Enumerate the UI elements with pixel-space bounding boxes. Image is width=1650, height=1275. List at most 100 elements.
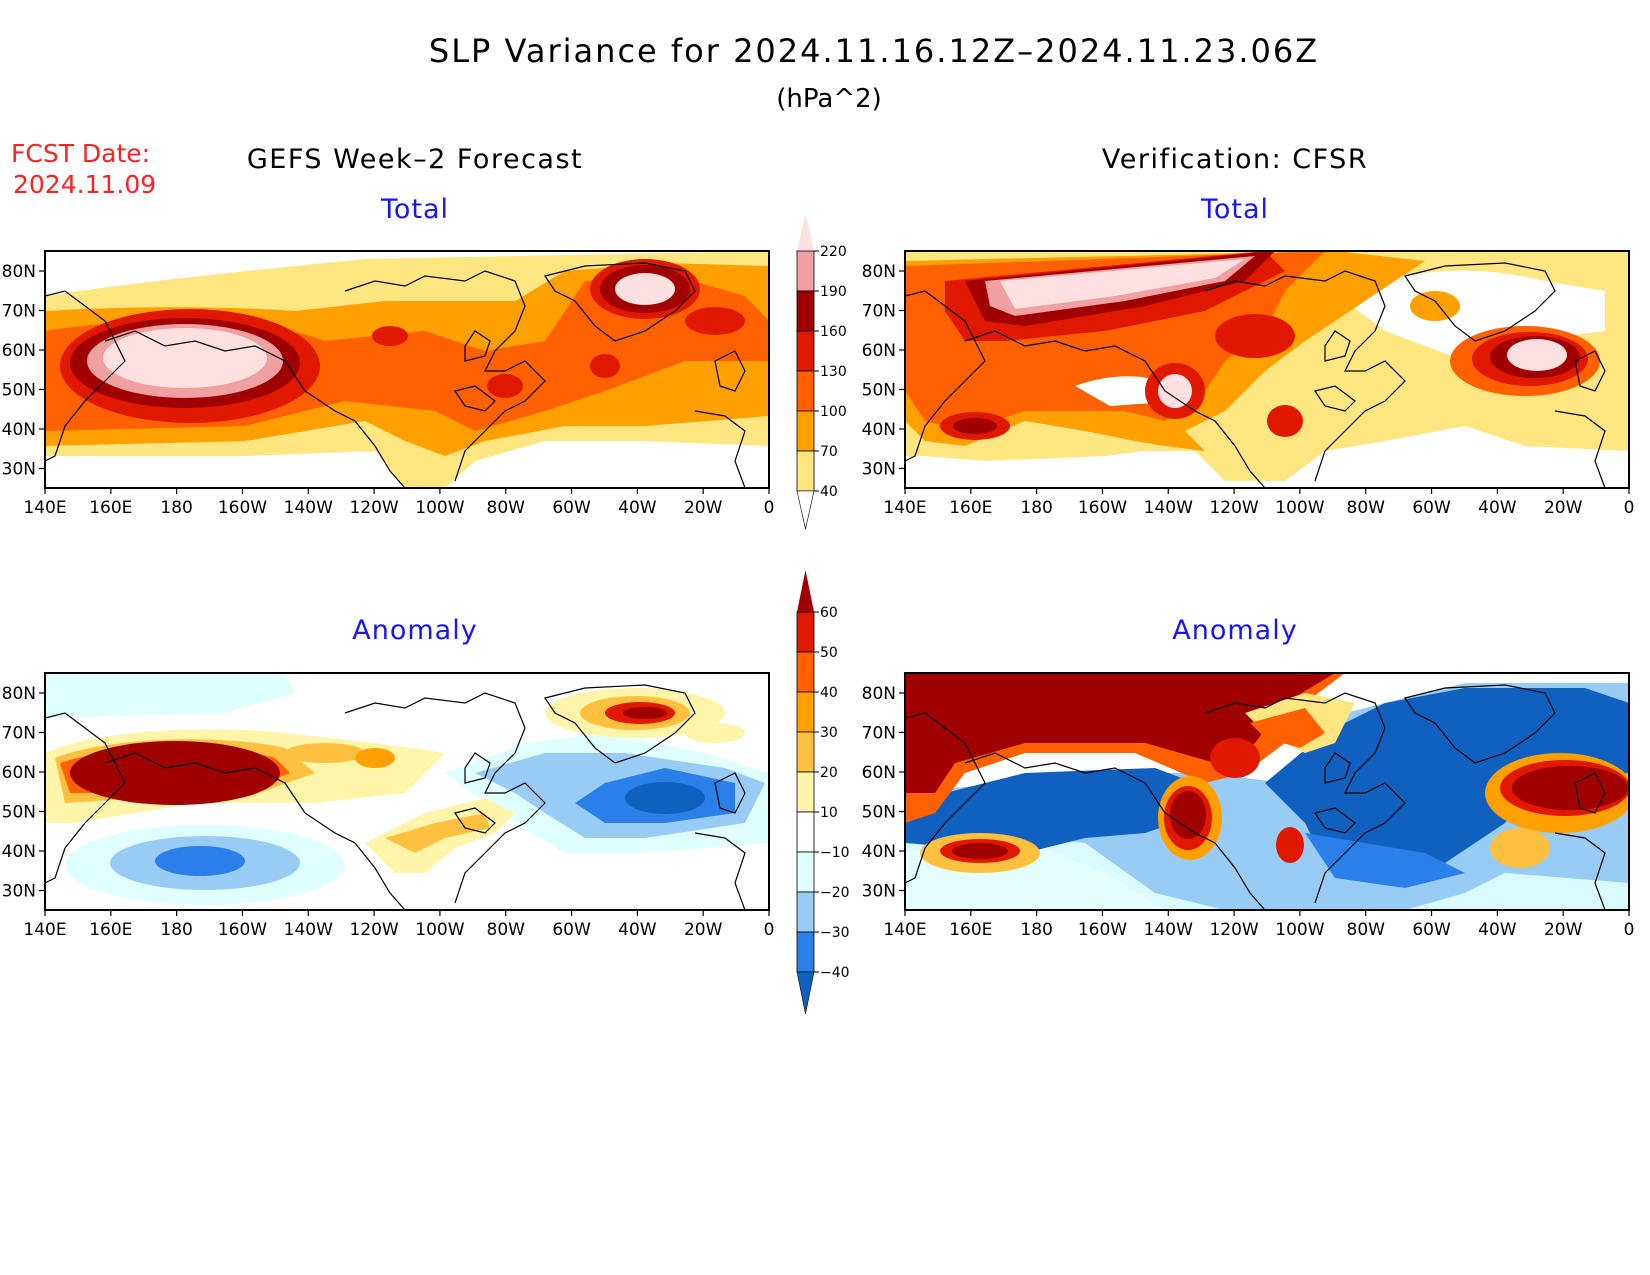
lon-tick-label: 180: [160, 498, 192, 518]
colorbar-label: 40: [820, 685, 838, 701]
lat-tick-label: 70N: [862, 724, 896, 744]
panel-title-forecast-total: Total: [380, 194, 449, 225]
lon-tick-label: 180: [1020, 920, 1052, 940]
forecast-column-header: GEFS Week–2 Forecast: [247, 144, 583, 175]
lat-tick-label: 60N: [2, 341, 36, 361]
colorbar-segment: [796, 370, 815, 412]
lon-tick-label: 140E: [883, 498, 926, 518]
lon-tick-label: 160W: [218, 498, 267, 518]
lon-tick-label: 100W: [1275, 920, 1324, 940]
lat-tick-label: 70N: [2, 302, 36, 322]
lon-tick-label: 40W: [1478, 920, 1517, 940]
fcst-date-label: FCST Date:: [11, 139, 150, 168]
lat-tick-label: 70N: [862, 302, 896, 322]
lon-tick-label: 120W: [1209, 920, 1258, 940]
colorbar-segment: [796, 731, 815, 773]
lon-tick-label: 40W: [1478, 498, 1517, 518]
lon-tick-label: 140E: [23, 920, 66, 940]
lon-tick-label: 60W: [552, 920, 591, 940]
lon-tick-label: 40W: [618, 920, 657, 940]
lon-tick-label: 120W: [349, 498, 398, 518]
lon-tick-label: 0: [1624, 498, 1635, 518]
lon-tick-label: 140W: [1144, 498, 1193, 518]
lon-tick-label: 80W: [487, 498, 526, 518]
lon-tick-label: 0: [764, 498, 775, 518]
map-forecast-total: [44, 250, 770, 489]
colorbar-segment: [796, 290, 815, 332]
colorbar-label: 60: [820, 605, 838, 621]
lon-tick-label: 20W: [1544, 498, 1583, 518]
panel-title-verification-anomaly: Anomaly: [1172, 615, 1297, 646]
colorbar-label: 50: [820, 645, 838, 661]
lon-tick-label: 140E: [23, 498, 66, 518]
lat-tick-label: 50N: [2, 803, 36, 823]
lat-tick-label: 30N: [862, 460, 896, 480]
lon-tick-label: 80W: [1347, 498, 1386, 518]
lat-tick-label: 50N: [862, 803, 896, 823]
figure-title: SLP Variance for 2024.11.16.12Z–2024.11.…: [429, 32, 1319, 70]
colorbar-segment: [796, 931, 815, 973]
lat-tick-label: 60N: [862, 341, 896, 361]
lon-tick-label: 180: [1020, 498, 1052, 518]
verification-column-header: Verification: CFSR: [1102, 144, 1368, 175]
colorbar-label: 190: [820, 284, 847, 300]
lat-tick-label: 40N: [2, 842, 36, 862]
colorbar-segment: [796, 851, 815, 893]
lon-tick-label: 20W: [1544, 920, 1583, 940]
map-verification-anomaly: [904, 672, 1630, 911]
lon-tick-label: 160W: [1078, 498, 1127, 518]
lat-tick-label: 60N: [862, 763, 896, 783]
lat-tick-label: 40N: [2, 420, 36, 440]
lat-tick-label: 80N: [2, 684, 36, 704]
colorbar-label: 100: [820, 404, 847, 420]
lon-tick-label: 140W: [284, 498, 333, 518]
colorbar-triangle-top: [797, 213, 814, 251]
colorbar-segment: [796, 651, 815, 693]
lon-tick-label: 100W: [415, 920, 464, 940]
colorbar-segment: [796, 771, 815, 813]
lat-tick-label: 40N: [862, 420, 896, 440]
lon-tick-label: 160W: [218, 920, 267, 940]
colorbar-segment: [796, 611, 815, 653]
lon-tick-label: 60W: [552, 498, 591, 518]
map-axes: 140E 160E 180 160W 140W 120W 100W 80W 60W 40W 20W 0…: [2, 262, 1635, 940]
colorbar-label: −40: [820, 965, 850, 981]
colorbar-label: −20: [820, 885, 850, 901]
lon-tick-label: 140W: [284, 920, 333, 940]
colorbar-segment: [796, 891, 815, 933]
lon-tick-label: 120W: [349, 920, 398, 940]
colorbar-label: 40: [820, 484, 838, 500]
colorbar-triangle-top: [797, 570, 814, 612]
lon-tick-label: 80W: [487, 920, 526, 940]
colorbar-label: −30: [820, 925, 850, 941]
lon-tick-label: 100W: [415, 498, 464, 518]
colorbar-segment: [796, 811, 815, 853]
figure-units: (hPa^2): [776, 84, 882, 114]
panel-title-verification-total: Total: [1200, 194, 1269, 225]
lon-tick-label: 160E: [89, 920, 132, 940]
lat-tick-label: 30N: [2, 882, 36, 902]
colorbar-anomaly: 60 50 40 30 20 10 −10 −20 −30 −40: [796, 570, 850, 1015]
colorbar-label: 10: [820, 805, 838, 821]
colorbar-triangle-bottom: [796, 490, 815, 530]
lon-tick-label: 160E: [949, 498, 992, 518]
lat-tick-label: 80N: [2, 262, 36, 282]
lon-tick-label: 20W: [684, 498, 723, 518]
lon-tick-label: 100W: [1275, 498, 1324, 518]
lon-tick-label: 40W: [618, 498, 657, 518]
lon-tick-label: 60W: [1412, 920, 1451, 940]
lat-tick-label: 30N: [2, 460, 36, 480]
lat-tick-label: 60N: [2, 763, 36, 783]
colorbar-segment: [796, 330, 815, 372]
colorbar-segment: [796, 691, 815, 733]
lat-tick-label: 40N: [862, 842, 896, 862]
lat-tick-label: 70N: [2, 724, 36, 744]
lat-tick-label: 80N: [862, 684, 896, 704]
lat-tick-label: 50N: [862, 381, 896, 401]
colorbar-label: 30: [820, 725, 838, 741]
lon-tick-label: 160E: [89, 498, 132, 518]
colorbar-segment: [796, 410, 815, 452]
colorbar-triangle-bottom: [796, 971, 815, 1015]
lon-tick-label: 80W: [1347, 920, 1386, 940]
